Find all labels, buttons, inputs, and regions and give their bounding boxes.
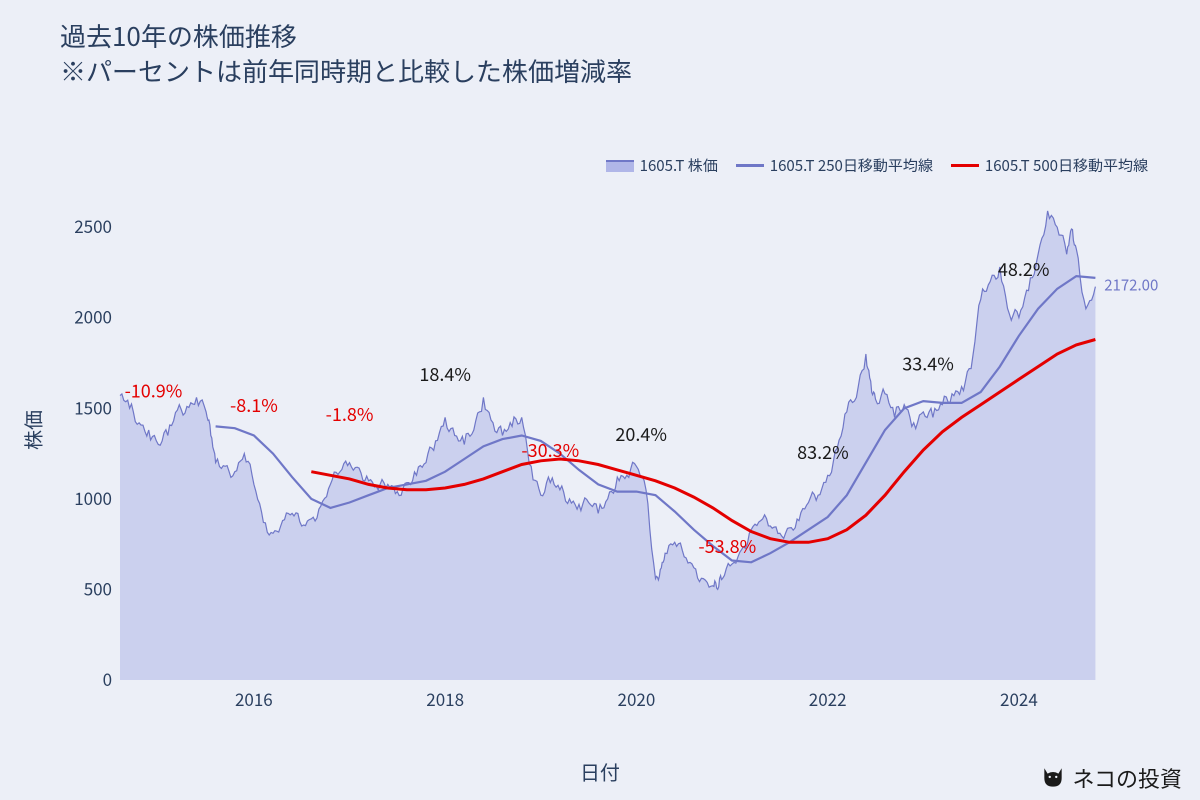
chart-svg: 0500100015002000250020162018202020222024…	[110, 180, 1150, 720]
watermark: ネコの投資	[1040, 762, 1182, 794]
title-line1: 過去10年の株価推移	[60, 18, 632, 53]
price-area	[120, 211, 1095, 680]
legend-swatch-ma250	[736, 164, 764, 167]
title-line2: ※パーセントは前年同時期と比較した株価増減率	[60, 53, 632, 88]
legend-swatch-ma500	[951, 164, 979, 167]
pct-annotation: -53.8%	[698, 533, 756, 559]
x-axis-label: 日付	[580, 757, 620, 786]
pct-annotation: -1.8%	[326, 401, 374, 427]
x-tick-label: 2020	[618, 686, 656, 711]
pct-annotation: 83.2%	[797, 439, 849, 465]
legend-label-ma250: 1605.T 250日移動平均線	[770, 155, 933, 176]
legend-item-ma500: 1605.T 500日移動平均線	[951, 155, 1148, 176]
chart-title: 過去10年の株価推移 ※パーセントは前年同時期と比較した株価増減率	[60, 18, 632, 88]
legend-label-ma500: 1605.T 500日移動平均線	[985, 155, 1148, 176]
y-tick-label: 2000	[74, 304, 112, 329]
end-value-label: 2172.00	[1104, 275, 1158, 296]
pct-annotation: -8.1%	[230, 392, 278, 418]
y-tick-label: 500	[84, 575, 112, 600]
pct-annotation: 18.4%	[419, 361, 471, 387]
pct-annotation: 48.2%	[998, 256, 1050, 282]
pct-annotation: -30.3%	[521, 437, 579, 463]
y-tick-label: 1500	[74, 394, 112, 419]
watermark-text: ネコの投資	[1072, 762, 1182, 794]
pct-annotation: -10.9%	[125, 377, 183, 403]
x-tick-label: 2016	[235, 686, 273, 711]
cat-icon	[1040, 765, 1066, 791]
plot-area: 0500100015002000250020162018202020222024…	[110, 180, 1150, 720]
legend-swatch-price	[606, 160, 634, 172]
y-tick-label: 1000	[74, 485, 112, 510]
y-tick-label: 2500	[74, 213, 112, 238]
legend-item-price: 1605.T 株価	[606, 155, 718, 176]
x-tick-label: 2022	[809, 686, 847, 711]
y-tick-label: 0	[103, 666, 112, 691]
legend-label-price: 1605.T 株価	[640, 155, 718, 176]
pct-annotation: 33.4%	[902, 350, 954, 376]
legend-item-ma250: 1605.T 250日移動平均線	[736, 155, 933, 176]
pct-annotation: 20.4%	[615, 421, 667, 447]
x-tick-label: 2018	[426, 686, 464, 711]
x-tick-label: 2024	[1000, 686, 1038, 711]
y-axis-label: 株価	[18, 410, 47, 450]
legend: 1605.T 株価 1605.T 250日移動平均線 1605.T 500日移動…	[606, 155, 1148, 176]
